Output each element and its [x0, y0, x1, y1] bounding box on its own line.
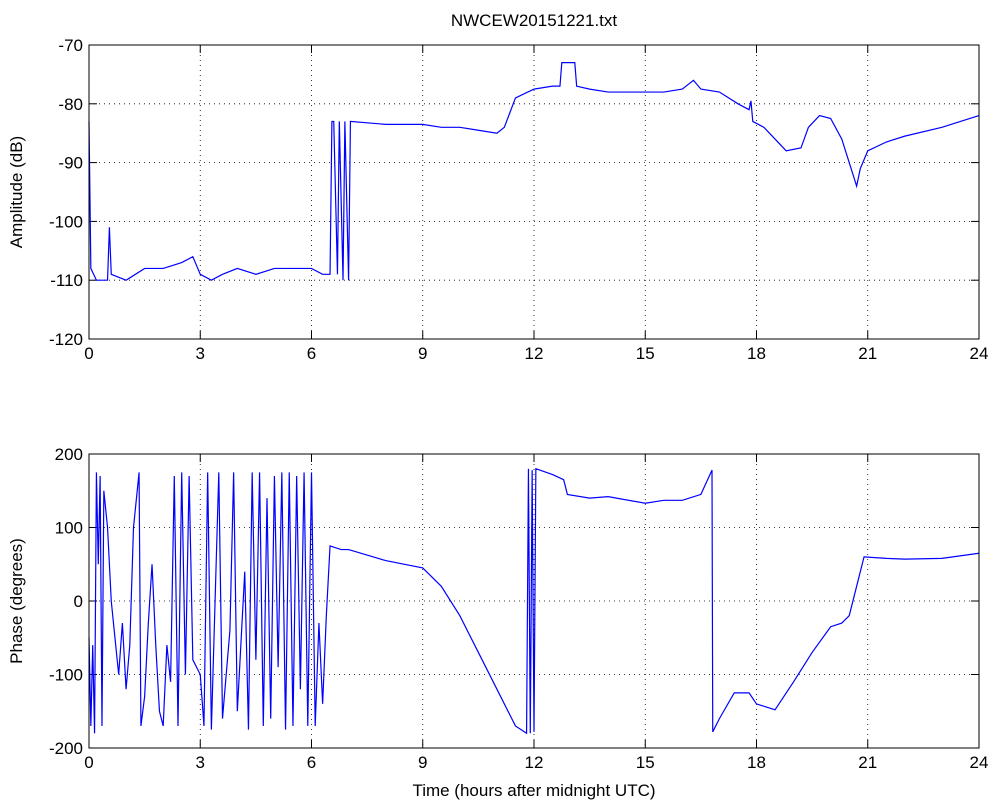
- x-axis-label: Time (hours after midnight UTC): [412, 781, 655, 800]
- axes-frame: [88, 453, 980, 749]
- x-tick-label: 15: [636, 344, 655, 363]
- y-axis-label: Phase (degrees): [7, 538, 26, 664]
- x-tick-label: 12: [525, 753, 544, 772]
- x-tick-label: 6: [307, 344, 316, 363]
- x-tick-label: 0: [84, 344, 93, 363]
- data-line: [88, 467, 980, 735]
- x-tick-label: 21: [858, 753, 877, 772]
- y-tick-label: -100: [49, 666, 83, 685]
- x-tick-label: 15: [636, 753, 655, 772]
- y-tick-label: -200: [49, 739, 83, 758]
- y-tick-label: -90: [58, 154, 83, 173]
- y-tick-label: -100: [49, 212, 83, 231]
- y-tick-label: 200: [55, 445, 83, 464]
- y-tick-label: 0: [74, 592, 83, 611]
- y-tick-label: 100: [55, 519, 83, 538]
- data-line: [88, 62, 980, 281]
- x-tick-label: 18: [747, 344, 766, 363]
- y-tick-label: -110: [50, 271, 83, 290]
- x-tick-label: 24: [970, 344, 989, 363]
- y-tick-label: -70: [58, 36, 83, 55]
- y-tick-label: -80: [58, 95, 83, 114]
- y-tick-label: -120: [49, 330, 83, 349]
- x-tick-label: 21: [858, 344, 877, 363]
- x-tick-label: 6: [307, 753, 316, 772]
- chart-title: NWCEW20151221.txt: [451, 11, 618, 30]
- axes-frame: [88, 44, 980, 340]
- x-tick-label: 18: [747, 753, 766, 772]
- x-tick-label: 3: [196, 753, 205, 772]
- x-tick-label: 9: [418, 753, 427, 772]
- x-tick-label: 0: [84, 753, 93, 772]
- x-tick-label: 3: [196, 344, 205, 363]
- x-tick-label: 9: [418, 344, 427, 363]
- y-axis-label: Amplitude (dB): [7, 136, 26, 248]
- x-tick-label: 12: [525, 344, 544, 363]
- x-tick-label: 24: [970, 753, 989, 772]
